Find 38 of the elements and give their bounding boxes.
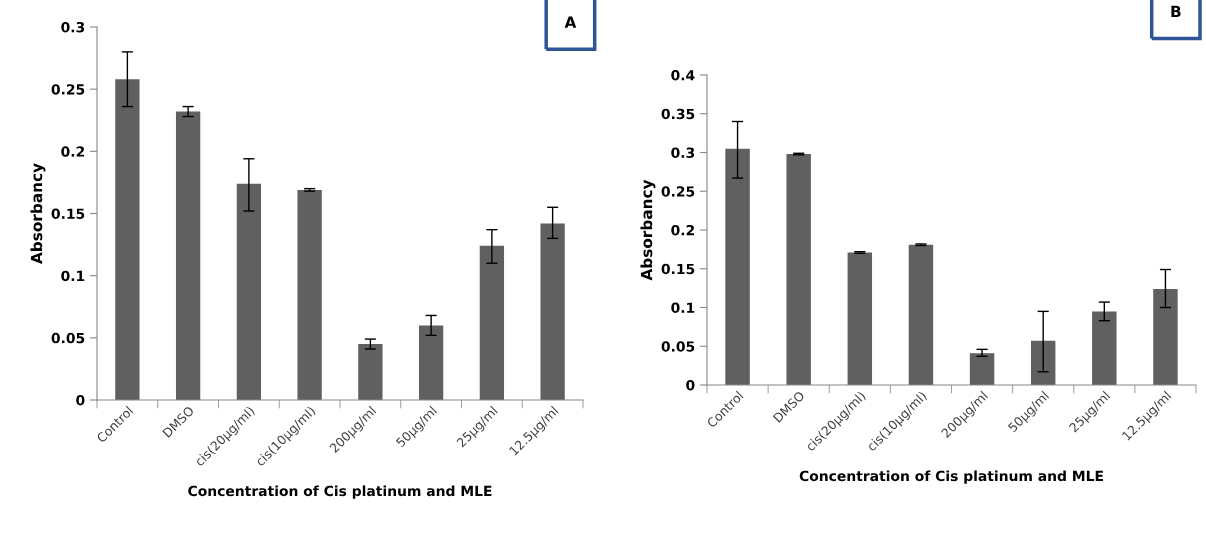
- y-tick-label: 0: [76, 394, 85, 406]
- y-tick-label: 0.25: [51, 84, 85, 95]
- x-axis-title: Concentration of Cis platinum and MLE: [188, 485, 492, 499]
- y-tick-label: 0.15: [51, 208, 85, 219]
- y-tick-label: 0.3: [671, 147, 695, 158]
- bar: [540, 223, 565, 400]
- bar: [786, 154, 811, 385]
- y-tick-label: 0.05: [661, 341, 695, 352]
- y-axis-title: Absorbancy: [640, 179, 656, 281]
- bar: [969, 353, 995, 385]
- y-axis-title: Absorbancy: [30, 163, 46, 264]
- y-tick-label: 0.25: [661, 186, 695, 197]
- bar: [115, 79, 140, 400]
- y-tick-label: 0.3: [61, 21, 85, 33]
- y-tick-label: 0: [686, 379, 695, 391]
- bar: [236, 183, 262, 400]
- y-tick-label: 0.05: [51, 332, 85, 344]
- bar: [175, 111, 201, 400]
- y-tick-label: 0.35: [661, 108, 695, 120]
- y-tick-label: 0.15: [661, 263, 695, 275]
- bar: [1030, 340, 1056, 385]
- x-axis-title: Concentration of Cis platinum and MLE: [799, 470, 1103, 484]
- y-tick-label: 0.1: [671, 302, 695, 313]
- bar: [1153, 288, 1178, 385]
- bar: [908, 244, 934, 385]
- bar: [479, 245, 505, 400]
- bar: [297, 189, 322, 400]
- bar: [847, 252, 873, 385]
- y-tick-label: 0.1: [61, 270, 85, 282]
- y-tick-label: 0.2: [61, 146, 84, 157]
- y-tick-label: 0.4: [671, 69, 695, 81]
- text: B: [1171, 5, 1181, 17]
- bar: [358, 344, 383, 400]
- annotation: A: [564, 16, 577, 28]
- y-tick-label: 0.2: [671, 224, 694, 236]
- bar: [725, 148, 750, 385]
- bar: [1092, 311, 1117, 385]
- bar: [418, 325, 444, 400]
